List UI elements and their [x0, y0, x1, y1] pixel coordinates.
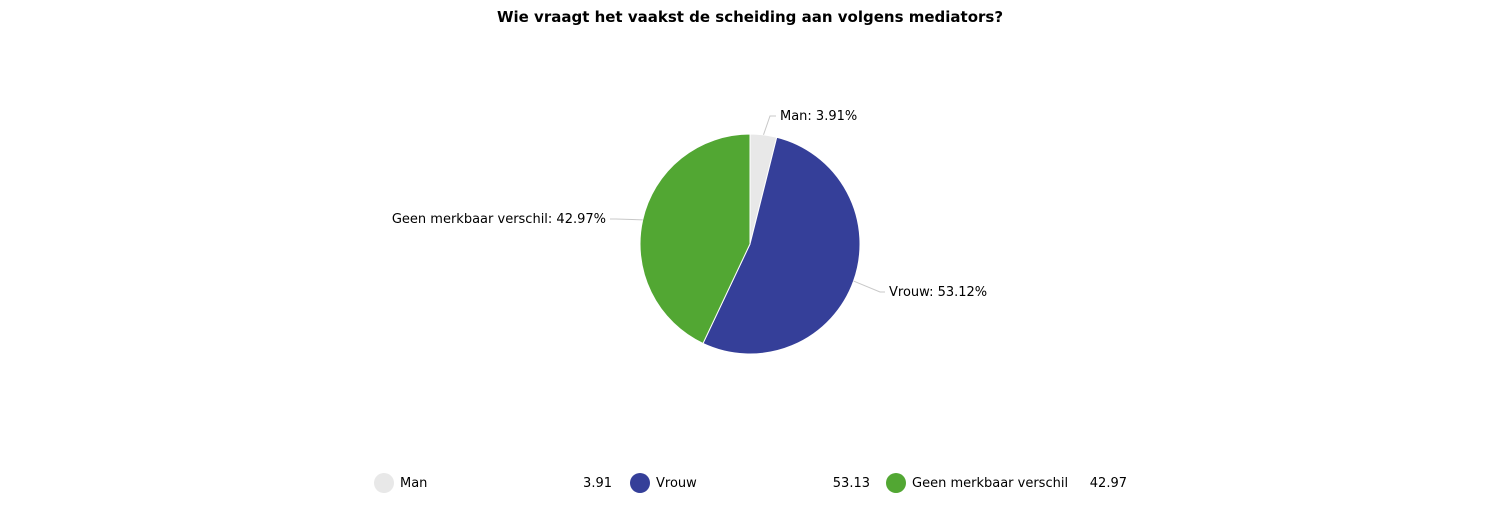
legend-value: 53.13 [832, 475, 870, 491]
slice-label: Vrouw: 53.12% [889, 285, 987, 300]
pie-slice-vrouw[interactable] [702, 136, 861, 355]
legend-item[interactable]: Geen merkbaar verschil 42.97 [886, 472, 1127, 494]
slice-label: Geen merkbaar verschil: 42.97% [392, 212, 606, 227]
label-connector [763, 115, 776, 135]
chart-title: Wie vraagt het vaakst de scheiding aan v… [496, 8, 1004, 26]
legend-swatch [630, 473, 650, 493]
legend-label: Man [400, 475, 428, 491]
legend-value: 42.97 [1089, 475, 1127, 491]
legend-swatch [886, 473, 906, 493]
legend-swatch [374, 473, 394, 493]
legend-item[interactable]: Man 3.91 [374, 472, 612, 494]
slice-label: Man: 3.91% [780, 109, 857, 124]
legend-item[interactable]: Vrouw 53.13 [630, 472, 870, 494]
legend-label: Vrouw [656, 475, 697, 491]
legend-label: Geen merkbaar verschil [912, 475, 1069, 491]
legend-value: 3.91 [583, 475, 612, 491]
label-connector [610, 218, 643, 221]
label-connector [853, 280, 885, 293]
